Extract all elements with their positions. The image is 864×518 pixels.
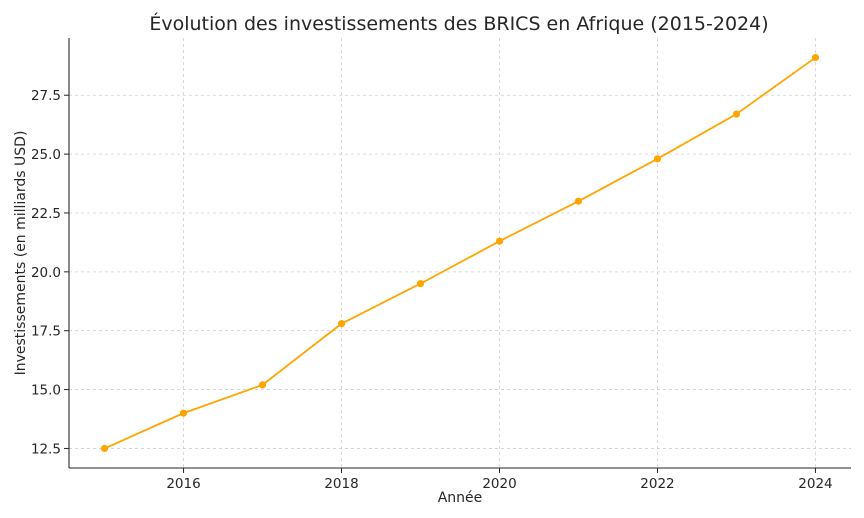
x-tick-label: 2016	[166, 476, 200, 492]
data-point	[811, 53, 820, 62]
y-axis-label: Investissements (en milliards USD)	[13, 131, 29, 376]
data-point	[416, 280, 425, 288]
data-point	[258, 381, 267, 389]
data-point	[495, 237, 504, 245]
x-tick-label: 2022	[640, 476, 674, 492]
y-tick-label: 20.0	[31, 265, 61, 281]
series	[100, 53, 820, 453]
data-point	[337, 320, 346, 328]
grid	[69, 38, 851, 468]
x-ticks: 2016 2018 2020 2022 2024	[166, 468, 833, 492]
y-ticks: 12.5 15.0 17.5 20.0 22.5 25.0 27.5	[31, 88, 69, 457]
data-point	[732, 110, 741, 118]
y-tick-label: 17.5	[31, 324, 61, 340]
x-tick-label: 2018	[324, 476, 358, 492]
x-tick-label: 2020	[482, 476, 516, 492]
data-point	[574, 197, 583, 205]
axes	[68, 38, 851, 469]
y-tick-label: 15.0	[31, 383, 61, 399]
x-axis-label: Année	[438, 490, 483, 506]
data-point	[653, 155, 662, 163]
y-tick-label: 22.5	[31, 206, 61, 222]
chart-title: Évolution des investissements des BRICS …	[149, 12, 768, 35]
data-point	[100, 444, 109, 453]
y-tick-label: 12.5	[31, 441, 61, 457]
y-tick-label: 25.0	[31, 147, 61, 163]
y-tick-label: 27.5	[31, 88, 61, 104]
data-point	[179, 409, 188, 417]
series-line	[104, 56, 816, 450]
x-tick-label: 2024	[798, 476, 832, 492]
